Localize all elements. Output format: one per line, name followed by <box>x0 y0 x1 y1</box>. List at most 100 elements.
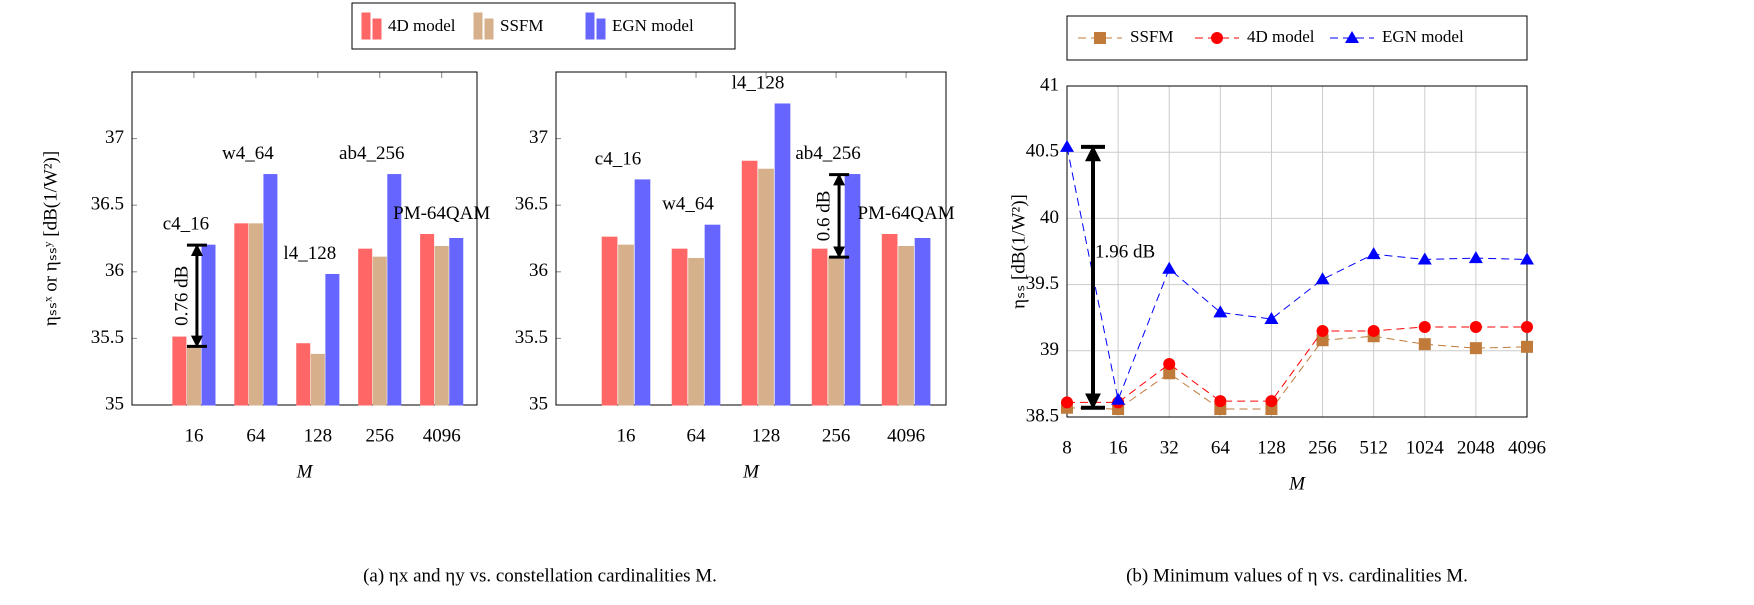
marker <box>1316 324 1329 337</box>
line <box>1066 146 1528 402</box>
annotation: 1.96 dB <box>1095 241 1155 262</box>
bar-label: w4_64 <box>662 194 714 215</box>
bar <box>774 103 791 406</box>
y-tick-label: 35.5 <box>91 327 124 348</box>
y-tick-label: 39 <box>1040 339 1059 360</box>
marker <box>1316 334 1329 347</box>
legend-label: SSFM <box>1130 27 1173 46</box>
bar <box>844 174 861 406</box>
y-tick-label: 38.5 <box>1026 405 1059 426</box>
marker <box>1417 252 1432 265</box>
bar-label: ab4_256 <box>795 143 860 164</box>
marker <box>1469 320 1482 333</box>
x-tick-label: 16 <box>184 425 203 446</box>
marker <box>1214 395 1227 408</box>
bar <box>881 234 898 406</box>
x-tick-label: 128 <box>752 425 781 446</box>
bar <box>601 236 618 406</box>
marker <box>1061 396 1073 409</box>
x-tick-label: 256 <box>1308 437 1337 458</box>
annotation: 0.6 dB <box>813 191 834 242</box>
legend-swatch <box>484 18 494 40</box>
x-tick-label: 64 <box>687 425 707 446</box>
marker <box>1163 367 1176 380</box>
y-tick-label: 40.5 <box>1026 141 1059 162</box>
y-axis-label: ηₛₛˣ or ηₛₛʸ [dB(1/W²)] <box>40 151 61 326</box>
x-tick-label: 16 <box>617 425 636 446</box>
marker <box>1367 324 1380 337</box>
bar <box>234 223 249 406</box>
marker <box>1211 32 1223 44</box>
bar <box>310 353 325 406</box>
marker <box>1265 395 1278 408</box>
bar <box>618 244 634 406</box>
y-tick-label: 39.5 <box>1026 273 1059 294</box>
bar <box>186 345 201 406</box>
bar <box>387 174 402 406</box>
bar <box>201 244 216 406</box>
bar <box>263 174 278 406</box>
plot-frame <box>1066 85 1528 418</box>
marker <box>1162 261 1177 274</box>
legend-swatch <box>361 12 371 40</box>
marker <box>1418 338 1431 351</box>
legend-box <box>351 2 736 50</box>
bar <box>811 248 828 406</box>
legend-box <box>1066 15 1528 61</box>
marker <box>1111 392 1126 405</box>
bar <box>434 245 449 406</box>
x-axis-label: M <box>1288 473 1306 494</box>
y-tick-label: 37 <box>529 127 548 148</box>
y-tick-label: 41 <box>1040 74 1059 95</box>
marker <box>1213 305 1228 318</box>
bar <box>248 223 263 406</box>
y-tick-label: 35.5 <box>515 327 548 348</box>
bar-label: w4_64 <box>222 143 274 164</box>
legend-label: EGN model <box>612 16 694 35</box>
y-tick-label: 35 <box>105 393 124 414</box>
marker <box>1521 340 1533 353</box>
legend-swatch <box>596 18 606 40</box>
marker <box>1418 320 1431 333</box>
bar <box>372 256 387 406</box>
x-tick-label: 128 <box>1257 437 1286 458</box>
bar-label: c4_16 <box>595 148 641 169</box>
bar <box>828 256 844 406</box>
x-tick-label: 4096 <box>1508 437 1546 458</box>
bar-label: l4_128 <box>283 243 336 264</box>
annotation: 0.76 dB <box>171 266 192 326</box>
marker <box>1264 312 1279 325</box>
series <box>1060 139 1534 405</box>
y-tick-label: 36 <box>529 260 548 281</box>
bar-label: c4_16 <box>163 214 209 235</box>
legend-swatch <box>372 18 382 40</box>
x-axis-label: M <box>742 461 760 482</box>
x-tick-label: 64 <box>1211 437 1231 458</box>
marker <box>1366 247 1381 260</box>
x-tick-label: 2048 <box>1457 437 1495 458</box>
bar <box>325 273 340 406</box>
caption: (a) ηx and ηy vs. constellation cardinal… <box>363 565 717 586</box>
legend-label: EGN model <box>1382 27 1464 46</box>
bar <box>634 179 651 406</box>
bar <box>172 336 187 406</box>
bar-label: l4_128 <box>732 72 785 93</box>
legend-label: 4D model <box>388 16 456 35</box>
legend-swatch <box>585 12 595 40</box>
series <box>1061 320 1533 409</box>
y-tick-label: 36.5 <box>91 194 124 215</box>
x-tick-label: 4096 <box>423 425 461 446</box>
bar <box>671 248 688 406</box>
y-tick-label: 36 <box>105 260 124 281</box>
legend-label: SSFM <box>500 16 543 35</box>
legend: 4D model SSFM EGN model <box>351 2 736 50</box>
marker <box>1469 342 1482 355</box>
y-tick-label: 36.5 <box>515 194 548 215</box>
caption: (b) Minimum values of η vs. cardinalitie… <box>1126 565 1468 586</box>
bar <box>741 160 758 406</box>
y-axis-label: ηₛₛ [dB(1/W²)] <box>1008 194 1029 309</box>
x-tick-label: 128 <box>304 425 333 446</box>
line <box>1066 335 1528 410</box>
